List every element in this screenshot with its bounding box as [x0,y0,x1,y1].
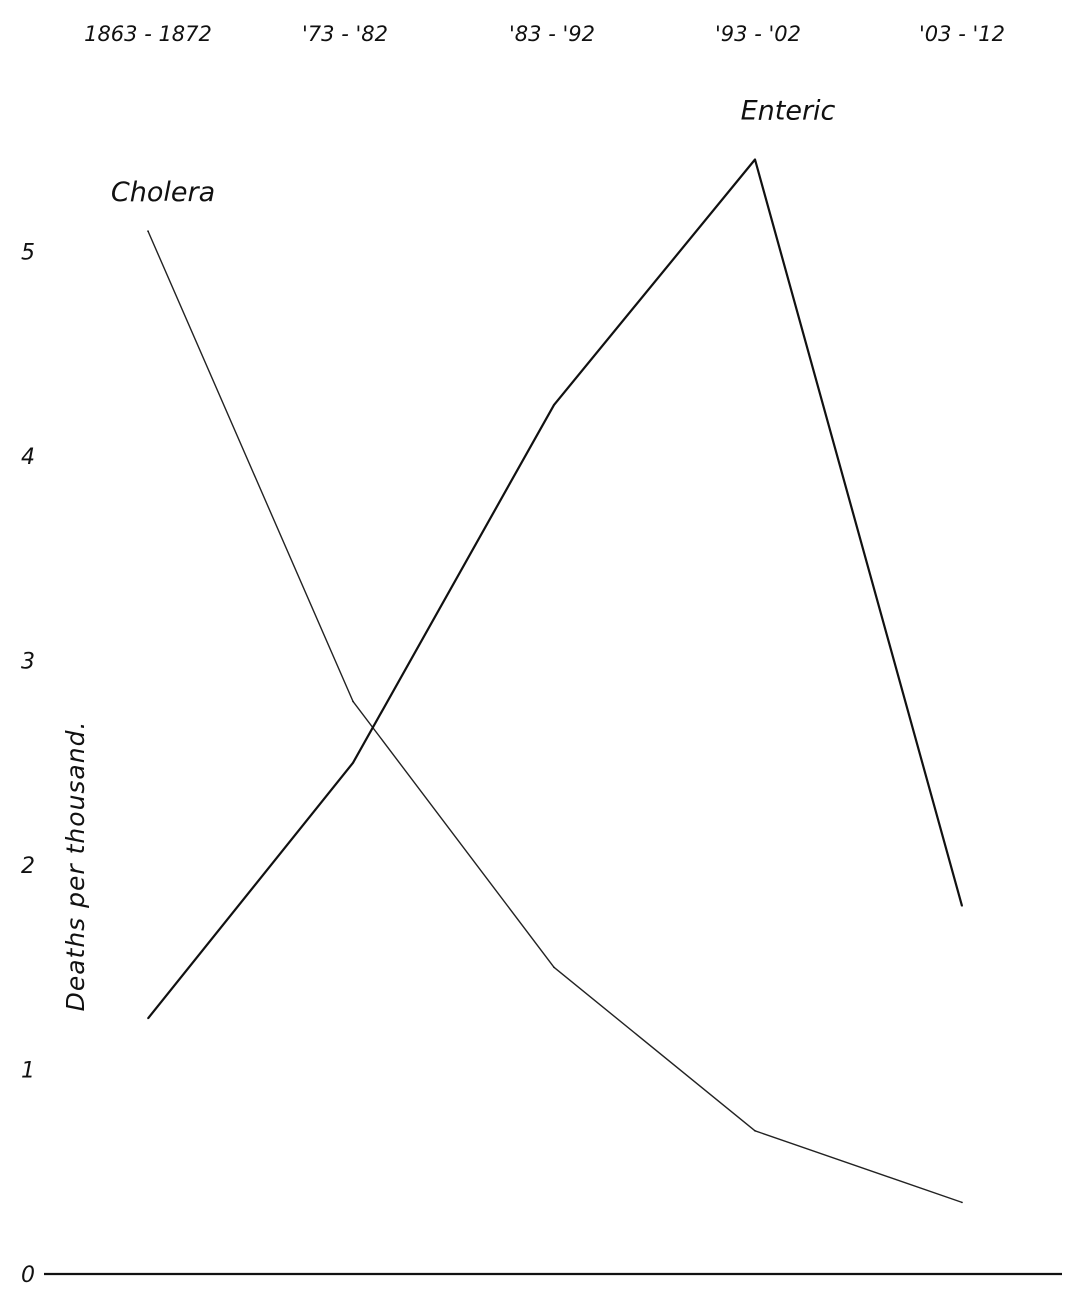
series-label-enteric: Enteric [741,95,836,126]
series-line-cholera [147,230,963,1204]
x-tick-label: 1863 - 1872 [84,22,212,46]
x-tick-label: '03 - '12 [919,22,1005,46]
series-lines [147,158,964,1204]
y-tick-label: 5 [21,241,35,266]
y-tick-label: 4 [21,445,35,470]
y-tick-label: 1 [21,1059,35,1084]
series-label-cholera: Cholera [111,177,215,208]
x-tick-label: '83 - '92 [509,22,595,46]
x-tick-labels: 1863 - 1872 '73 - '82 '83 - '92 '93 - '02 '0… [84,22,1005,46]
data-point-enteric [352,762,354,764]
data-point-enteric [961,905,963,907]
data-point-cholera [553,966,555,969]
data-point-cholera [352,700,354,703]
x-tick-label: '73 - '82 [302,22,388,46]
y-tick-labels: 0 1 2 3 4 5 [21,241,35,1289]
data-point-enteric [147,1017,149,1020]
data-point-cholera [961,1201,963,1204]
y-axis-label: Deaths per thousand. [61,721,90,1012]
series-labels: Cholera Enteric [111,95,836,208]
y-tick-label: 0 [21,1263,35,1288]
data-point-enteric [553,404,555,406]
y-tick-label: 2 [21,854,35,879]
data-point-cholera [754,1130,756,1132]
data-point-cholera [147,230,149,232]
data-point-enteric [754,158,756,161]
series-line-enteric [147,158,964,1020]
x-tick-label: '93 - '02 [715,22,801,46]
y-tick-label: 3 [21,650,35,675]
